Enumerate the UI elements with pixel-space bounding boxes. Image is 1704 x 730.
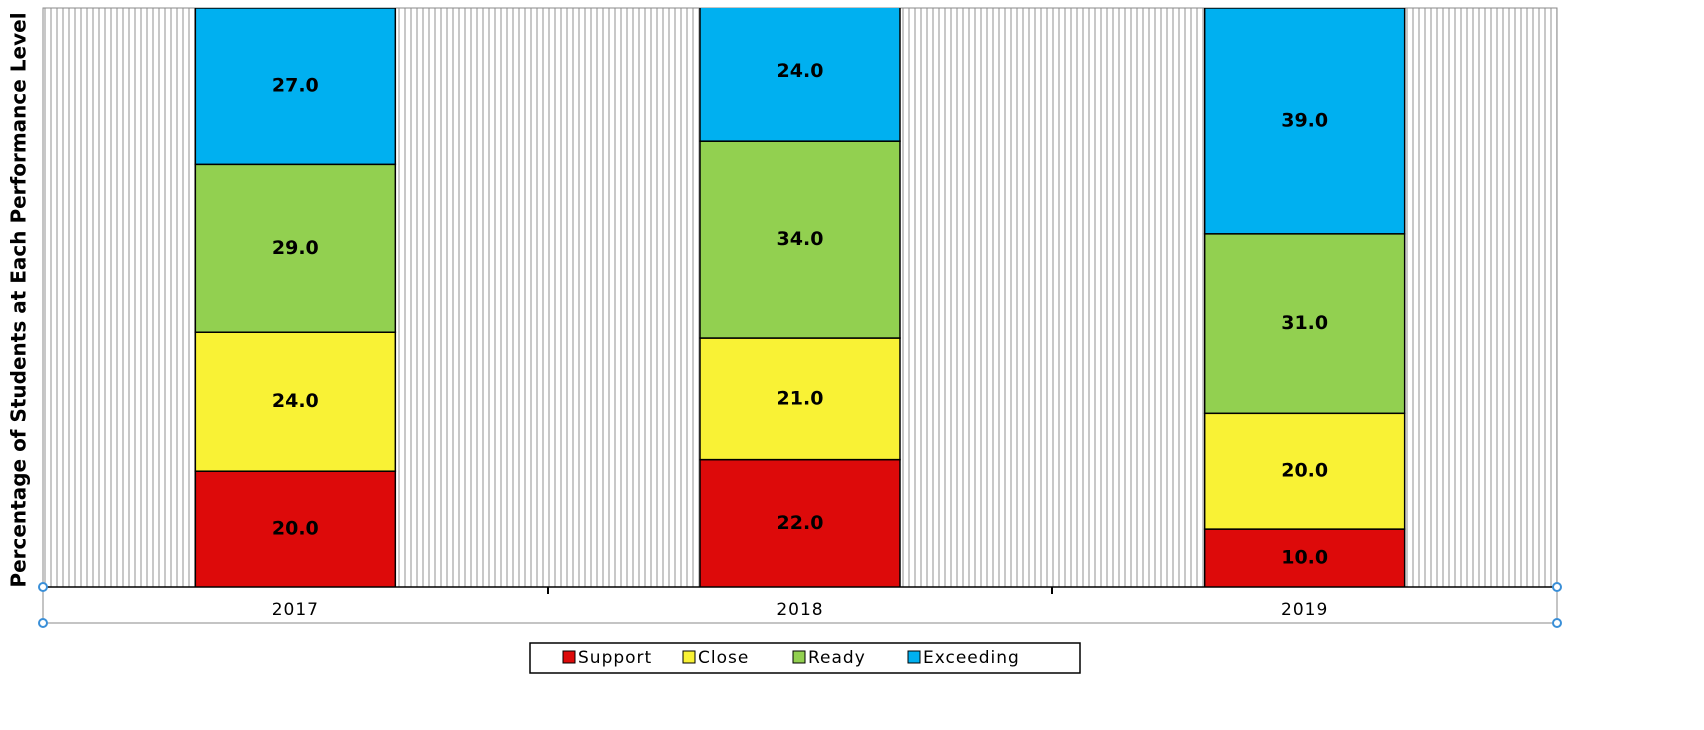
bar-segment	[194, 470, 397, 587]
legend-label: Support	[578, 648, 652, 668]
bar-segment	[699, 337, 901, 461]
bar-segment	[194, 331, 397, 472]
legend-swatch	[562, 650, 576, 664]
data-label: 24.0	[777, 60, 824, 82]
bar-segment	[699, 458, 901, 587]
legend-label: Ready	[808, 648, 866, 668]
bar-segment	[1203, 8, 1406, 235]
data-label: 10.0	[1281, 547, 1328, 569]
data-label: 29.0	[272, 237, 319, 259]
data-label: 34.0	[777, 228, 824, 250]
bar-segment	[1203, 412, 1406, 530]
data-label: 20.0	[272, 518, 319, 540]
x-tick-label: 2017	[272, 600, 319, 620]
legend-label: Close	[698, 648, 749, 668]
bar-segment	[1203, 233, 1406, 415]
y-axis-label: Percentage of Students at Each Performan…	[7, 12, 31, 587]
data-label: 24.0	[272, 390, 319, 412]
bar-segment	[699, 8, 901, 142]
bar-segment	[194, 8, 397, 166]
bars	[194, 8, 1406, 587]
bar-segment	[1203, 528, 1406, 587]
data-label: 22.0	[777, 512, 824, 534]
selection-handles	[38, 582, 1562, 628]
x-tick-label: 2018	[776, 600, 823, 620]
data-label: 20.0	[1281, 460, 1328, 482]
data-label: 21.0	[777, 387, 824, 409]
data-label: 31.0	[1281, 312, 1328, 334]
x-axis-band	[42, 586, 1558, 624]
x-tick-label: 2019	[1281, 600, 1328, 620]
bar-segment	[699, 140, 901, 339]
bar-segment	[194, 163, 397, 333]
legend-swatch	[682, 650, 696, 664]
legend-swatch	[907, 650, 921, 664]
data-label: 27.0	[272, 75, 319, 97]
data-label: 39.0	[1281, 109, 1328, 131]
legend-label: Exceeding	[923, 648, 1020, 668]
legend-swatch	[792, 650, 806, 664]
